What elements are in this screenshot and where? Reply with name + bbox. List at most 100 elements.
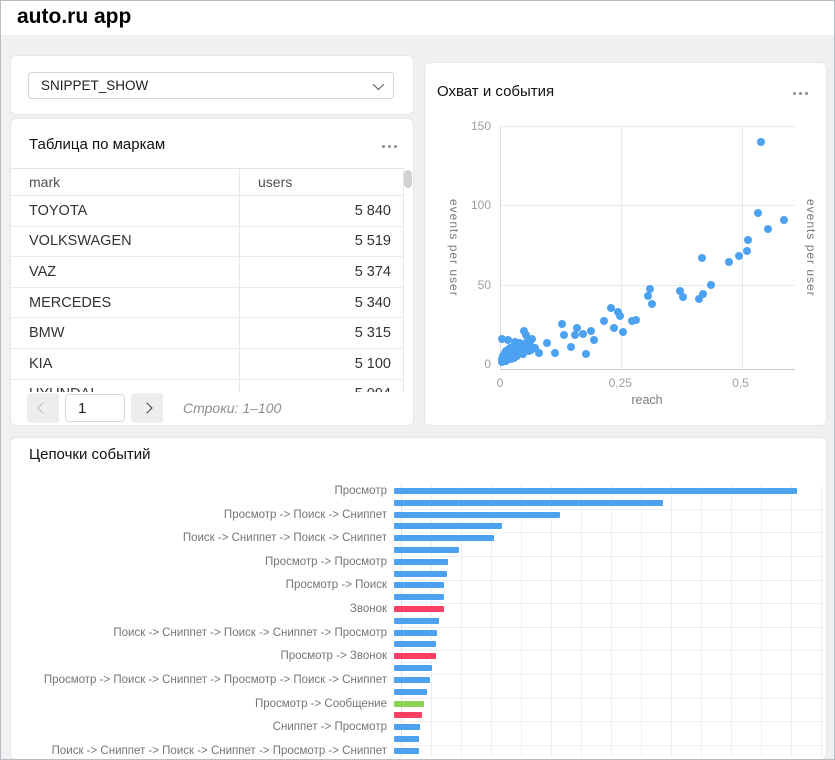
chain-bar[interactable] — [394, 665, 433, 672]
chain-bar[interactable] — [394, 582, 444, 589]
scatter-point[interactable] — [582, 350, 591, 359]
scatter-point[interactable] — [589, 336, 598, 345]
scatter-point[interactable] — [742, 247, 751, 256]
chain-bar[interactable] — [394, 535, 494, 542]
scatter-ytick: 100 — [470, 198, 491, 213]
marks-table-menu-icon[interactable] — [378, 141, 401, 152]
scatter-point[interactable] — [528, 334, 537, 343]
scatter-point[interactable] — [735, 252, 744, 261]
page-number-input[interactable] — [65, 394, 125, 422]
chain-row — [11, 733, 823, 745]
scatter-point[interactable] — [543, 339, 552, 348]
scatter-point[interactable] — [699, 290, 708, 299]
scatter-point[interactable] — [560, 331, 568, 340]
scatter-point[interactable] — [695, 294, 704, 303]
event-select[interactable]: SNIPPET_SHOW — [28, 72, 394, 99]
chain-bar[interactable] — [394, 724, 421, 731]
scatter-point[interactable] — [520, 326, 529, 335]
scatter-point[interactable] — [631, 315, 640, 324]
table-row[interactable]: TOYOTA 5 840 — [11, 195, 404, 227]
chain-bar[interactable] — [394, 487, 797, 494]
chain-bar[interactable] — [394, 523, 502, 530]
prev-page-button[interactable] — [27, 393, 59, 423]
scatter-point[interactable] — [646, 285, 655, 294]
chain-bar[interactable] — [394, 688, 427, 695]
table-row[interactable]: BMW 5 315 — [11, 317, 404, 349]
scatter-point[interactable] — [707, 280, 716, 289]
chain-row — [11, 568, 823, 580]
scatter-point[interactable] — [619, 328, 628, 337]
table-row[interactable]: KIA 5 100 — [11, 348, 404, 380]
scatter-point[interactable] — [522, 331, 530, 340]
chain-bar[interactable] — [394, 700, 424, 707]
scatter-point[interactable] — [678, 293, 687, 302]
scatter-point[interactable] — [518, 350, 527, 359]
scatter-point[interactable] — [607, 304, 616, 313]
chain-bar[interactable] — [394, 653, 436, 660]
chain-bar[interactable] — [394, 641, 436, 648]
scatter-point[interactable] — [763, 225, 772, 234]
chain-bar[interactable] — [394, 546, 459, 553]
scatter-point[interactable] — [550, 348, 559, 357]
next-page-button[interactable] — [131, 393, 163, 423]
table-scrollbar[interactable] — [404, 170, 412, 188]
scatter-point[interactable] — [497, 334, 506, 343]
scatter-point[interactable] — [535, 348, 544, 357]
filter-card: SNIPPET_SHOW — [11, 56, 413, 114]
mark-cell: MERCEDES — [11, 287, 240, 319]
users-cell: 5 340 — [239, 287, 404, 319]
scatter-xlabel: reach — [631, 393, 663, 407]
table-row[interactable]: HYUNDAI 5 094 — [11, 379, 404, 392]
scatter-point[interactable] — [675, 287, 684, 295]
scatter-point[interactable] — [613, 307, 622, 316]
column-header-mark[interactable]: mark — [11, 169, 240, 196]
marks-table-card: Таблица по маркам mark users TOYOTA 5 84… — [11, 119, 413, 425]
chain-bar[interactable] — [394, 570, 447, 577]
scatter-point[interactable] — [530, 344, 539, 353]
scatter-point[interactable] — [504, 336, 513, 345]
scatter-point[interactable] — [756, 137, 765, 146]
chain-bar[interactable] — [394, 499, 664, 506]
scatter-point[interactable] — [744, 236, 753, 245]
chain-bar[interactable] — [394, 676, 430, 683]
scatter-point[interactable] — [610, 323, 619, 332]
scatter-point[interactable] — [599, 317, 608, 326]
scatter-menu-icon[interactable] — [789, 88, 812, 99]
scatter-point[interactable] — [558, 320, 567, 329]
chain-label: Просмотр — [334, 484, 387, 497]
chain-bar[interactable] — [394, 735, 419, 742]
scatter-point[interactable] — [567, 342, 576, 351]
column-header-users[interactable]: users — [239, 169, 404, 196]
scatter-point[interactable] — [516, 339, 525, 348]
scatter-point[interactable] — [615, 312, 624, 321]
scatter-point[interactable] — [753, 209, 762, 218]
scatter-point[interactable] — [779, 215, 788, 224]
scatter-point[interactable] — [511, 337, 520, 346]
chain-bar[interactable] — [394, 629, 438, 636]
chain-row — [11, 497, 823, 509]
scatter-point[interactable] — [648, 299, 657, 308]
chain-bar[interactable] — [394, 558, 448, 565]
chain-bar[interactable] — [394, 511, 561, 518]
scatter-point[interactable] — [578, 329, 587, 338]
chain-bar[interactable] — [394, 594, 444, 601]
scatter-point[interactable] — [572, 323, 581, 332]
chain-bar[interactable] — [394, 712, 422, 719]
chevron-down-icon — [372, 78, 385, 90]
scatter-point[interactable] — [586, 326, 595, 335]
table-row[interactable]: MERCEDES 5 340 — [11, 287, 404, 319]
scatter-point[interactable] — [698, 253, 707, 262]
chain-bar[interactable] — [394, 747, 419, 754]
event-select-value: SNIPPET_SHOW — [41, 78, 149, 93]
scatter-point[interactable] — [525, 340, 534, 349]
scatter-point[interactable] — [644, 291, 653, 300]
scatter-point[interactable] — [571, 331, 580, 340]
table-row[interactable]: VOLKSWAGEN 5 519 — [11, 226, 404, 258]
chain-bar[interactable] — [394, 617, 440, 624]
table-row[interactable]: VAZ 5 374 — [11, 256, 404, 288]
scatter-point[interactable] — [521, 342, 530, 351]
scatter-card: Охват и события events per user events p… — [425, 63, 826, 425]
scatter-point[interactable] — [724, 258, 733, 267]
mark-cell: VAZ — [11, 256, 240, 288]
chain-bar[interactable] — [394, 606, 444, 613]
